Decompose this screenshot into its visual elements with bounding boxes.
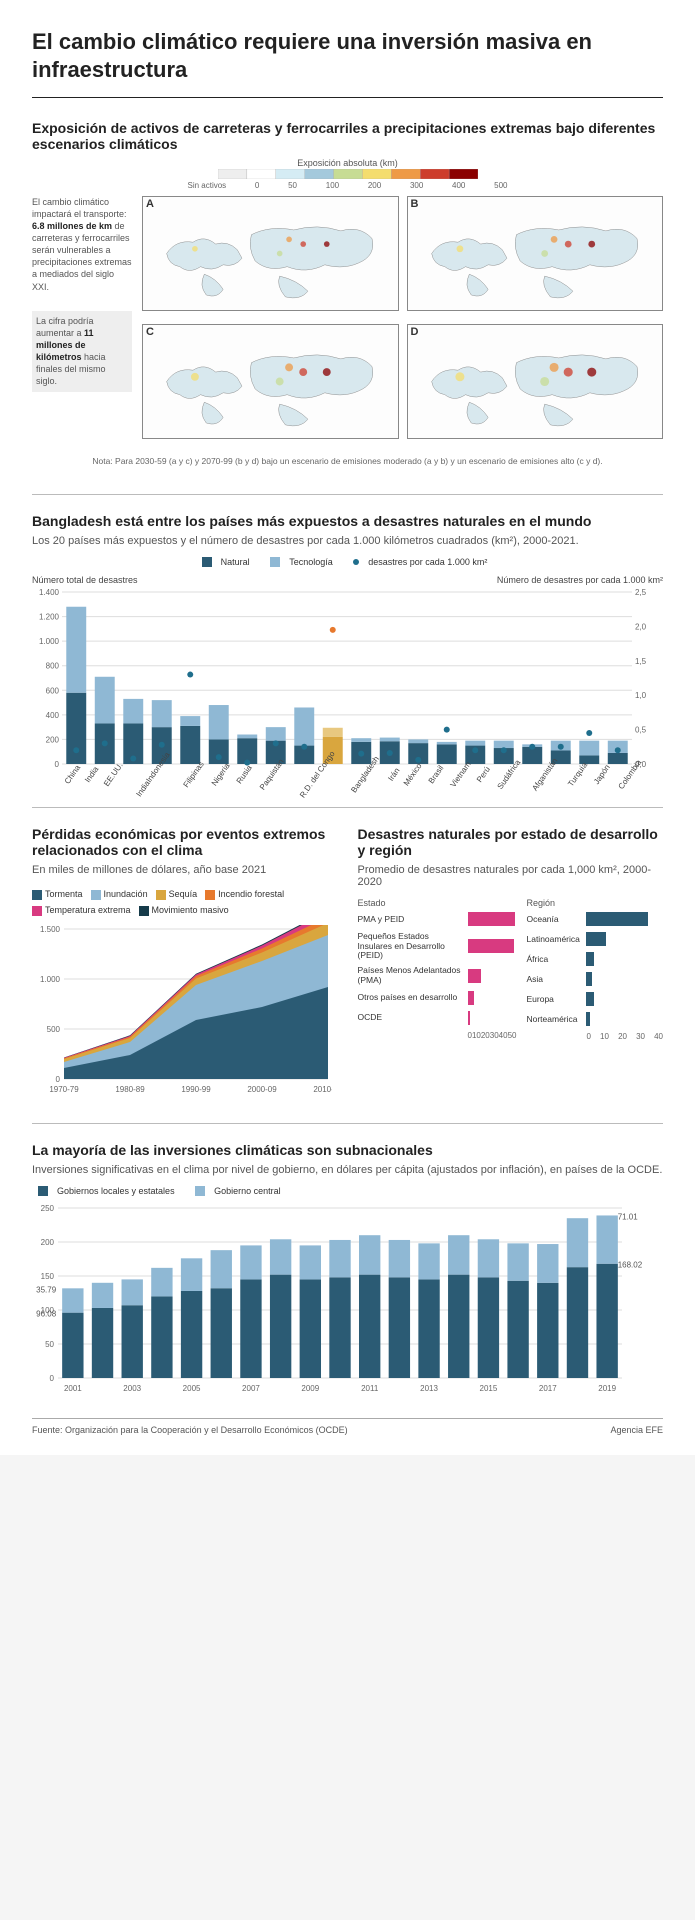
hbar-row: Latinoamérica (526, 932, 663, 946)
side-note-1: El cambio climático impactará el transpo… (32, 196, 132, 293)
losses-legend: TormentaInundaciónSequíaIncendio foresta… (32, 886, 338, 918)
svg-text:0: 0 (50, 1374, 55, 1383)
hbar-row: Pequeños Estados Insulares en Desarrollo… (358, 932, 517, 960)
svg-text:2015: 2015 (480, 1384, 498, 1393)
svg-text:2017: 2017 (539, 1384, 557, 1393)
region-head: Región (526, 898, 663, 908)
svg-text:71.01: 71.01 (618, 1213, 639, 1222)
hbar-row: PMA y PEID (358, 912, 517, 926)
divider (32, 97, 663, 98)
maps-note: Nota: Para 2030-59 (a y c) y 2070-99 (b … (32, 456, 663, 466)
svg-text:2,0: 2,0 (635, 623, 647, 632)
divider (32, 494, 663, 495)
svg-text:1.400: 1.400 (39, 588, 60, 597)
svg-text:400: 400 (46, 711, 60, 720)
svg-text:1990-99: 1990-99 (181, 1085, 211, 1094)
y-left-label: Número total de desastres (32, 575, 138, 585)
disasters-subtitle: Los 20 países más expuestos y el número … (32, 535, 663, 547)
svg-text:0,5: 0,5 (635, 726, 647, 735)
svg-text:50: 50 (45, 1340, 54, 1349)
y-right-label: Número de desastres por cada 1.000 km² (497, 575, 663, 585)
svg-text:2019: 2019 (598, 1384, 616, 1393)
svg-text:1970-79: 1970-79 (49, 1085, 79, 1094)
maps-title: Exposición de activos de carreteras y fe… (32, 120, 663, 152)
svg-text:200: 200 (41, 1238, 55, 1247)
svg-text:200: 200 (46, 736, 60, 745)
svg-text:500: 500 (47, 1025, 61, 1034)
dev-title: Desastres naturales por estado de desarr… (358, 826, 664, 858)
svg-text:2001: 2001 (64, 1384, 82, 1393)
svg-text:800: 800 (46, 662, 60, 671)
losses-title: Pérdidas económicas por eventos extremos… (32, 826, 338, 858)
svg-text:1980-89: 1980-89 (115, 1085, 145, 1094)
hbar-row: Países Menos Adelantados (PMA) (358, 966, 517, 985)
invest-chart: 0501001502002502001200320052007200920112… (32, 1204, 662, 1394)
svg-text:600: 600 (46, 687, 60, 696)
hbar-row: África (526, 952, 663, 966)
hbar-row: Oceanía (526, 912, 663, 926)
losses-subtitle: En miles de millones de dólares, año bas… (32, 864, 338, 876)
map-panel-A: A (142, 196, 399, 316)
divider (32, 1123, 663, 1124)
map-panel-B: B (407, 196, 664, 316)
svg-text:1.500: 1.500 (40, 925, 61, 934)
hbar-row: OCDE (358, 1011, 517, 1025)
svg-text:2007: 2007 (242, 1384, 260, 1393)
svg-text:2003: 2003 (123, 1384, 141, 1393)
svg-text:168.02: 168.02 (618, 1261, 643, 1270)
disasters-chart: 02004006008001.0001.2001.4000,00,51,01,5… (32, 588, 662, 768)
disasters-title: Bangladesh está entre los países más exp… (32, 513, 663, 529)
svg-text:0: 0 (56, 1075, 61, 1084)
map-panel-D: D (407, 324, 664, 444)
svg-text:1.200: 1.200 (39, 613, 60, 622)
hbar-row: Otros países en desarrollo (358, 991, 517, 1005)
invest-subtitle: Inversiones significativas en el clima p… (32, 1164, 663, 1176)
svg-text:2010-19: 2010-19 (313, 1085, 332, 1094)
side-note-2: La cifra podría aumentar a 11 millones d… (32, 311, 132, 392)
svg-text:0: 0 (55, 760, 60, 768)
losses-chart: 0 500 1.000 1.500 1970-79 1980-89 1990-99 2000-… (32, 925, 332, 1095)
invest-title: La mayoría de las inversiones climáticas… (32, 1142, 663, 1158)
svg-text:150: 150 (41, 1272, 55, 1281)
map-panel-C: C (142, 324, 399, 444)
svg-text:250: 250 (41, 1204, 55, 1213)
svg-text:35.79: 35.79 (36, 1286, 57, 1295)
svg-text:2005: 2005 (183, 1384, 201, 1393)
footer-agency: Agencia EFE (610, 1425, 663, 1435)
invest-legend: Gobiernos locales y estatales Gobierno c… (32, 1186, 663, 1197)
divider (32, 807, 663, 808)
svg-text:2009: 2009 (301, 1384, 319, 1393)
svg-text:1,0: 1,0 (635, 691, 647, 700)
hbar-row: Asia (526, 972, 663, 986)
disasters-legend: Natural Tecnología desastres por cada 1.… (32, 557, 663, 568)
svg-text:1.000: 1.000 (40, 975, 61, 984)
svg-text:2013: 2013 (420, 1384, 438, 1393)
svg-text:2,5: 2,5 (635, 588, 647, 597)
svg-text:2011: 2011 (361, 1384, 379, 1393)
hbar-row: Europa (526, 992, 663, 1006)
hbar-row: Norteamérica (526, 1012, 663, 1026)
page-title: El cambio climático requiere una inversi… (32, 28, 663, 83)
footer-source: Fuente: Organización para la Cooperación… (32, 1425, 348, 1435)
svg-text:1,5: 1,5 (635, 657, 647, 666)
svg-text:2000-09: 2000-09 (247, 1085, 277, 1094)
estado-head: Estado (358, 898, 517, 908)
dev-subtitle: Promedio de desastres naturales por cada… (358, 864, 664, 888)
maps-legend: Exposición absoluta (km) Sin activos0501… (32, 158, 663, 190)
svg-text:1.000: 1.000 (39, 637, 60, 646)
svg-text:96.08: 96.08 (36, 1310, 57, 1319)
